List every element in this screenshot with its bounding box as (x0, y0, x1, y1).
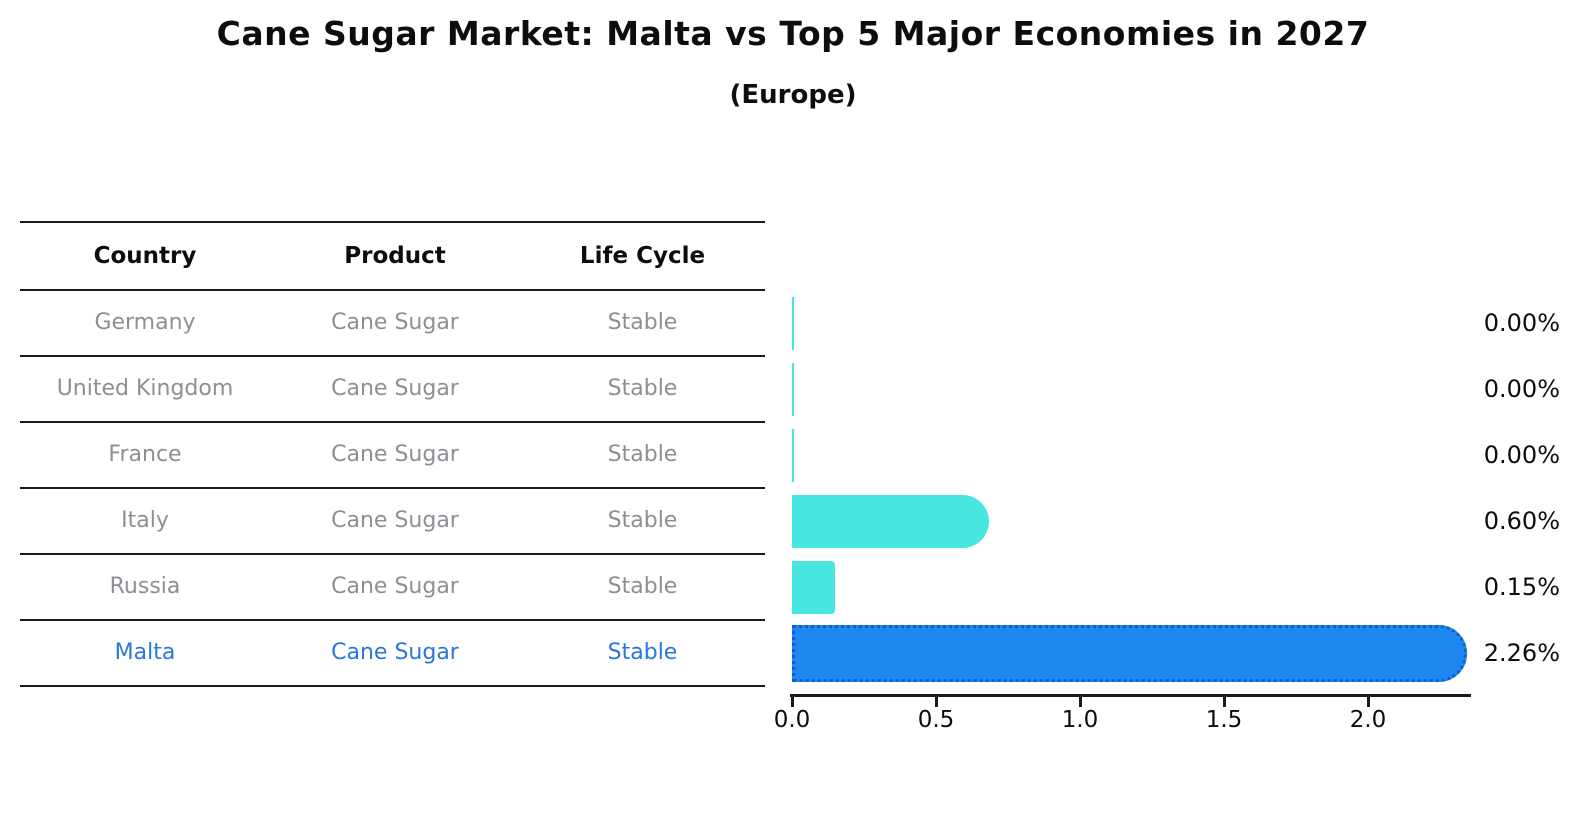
column-header-lifecycle: Life Cycle (579, 243, 706, 269)
bar-united-kingdom (792, 362, 794, 416)
table-rule (20, 487, 765, 489)
bar-value-label: 0.15% (1483, 573, 1560, 601)
chart-title: Cane Sugar Market: Malta vs Top 5 Major … (216, 14, 1370, 53)
x-tick-label: 0.5 (917, 707, 955, 733)
x-tick-mark (1223, 696, 1226, 707)
bar-france (792, 428, 794, 482)
bar-value-label: 0.00% (1483, 441, 1560, 469)
bar-value-label: 0.60% (1483, 507, 1560, 535)
table-cell-life-cycle: Stable (607, 376, 678, 401)
table-cell-product: Cane Sugar (331, 310, 459, 335)
table-cell-life-cycle: Stable (607, 574, 678, 599)
x-tick-label: 2.0 (1349, 707, 1387, 733)
table-cell-country: United Kingdom (56, 376, 234, 401)
table-cell-country: Malta (114, 640, 176, 665)
table-cell-product: Cane Sugar (331, 574, 459, 599)
table-cell-life-cycle: Stable (607, 310, 678, 335)
table-rule (20, 355, 765, 357)
table-cell-country: Russia (109, 574, 181, 599)
table-cell-product: Cane Sugar (331, 508, 459, 533)
table-cell-country: France (108, 442, 182, 467)
table-cell-product: Cane Sugar (331, 640, 459, 665)
table-rule (20, 421, 765, 423)
table-cell-life-cycle: Stable (607, 442, 678, 467)
x-tick-mark (791, 696, 794, 707)
x-tick-label: 0.0 (773, 707, 811, 733)
table-cell-life-cycle: Stable (607, 508, 678, 533)
x-axis-line (790, 694, 1471, 697)
x-tick-mark (1079, 696, 1082, 707)
column-header-country: Country (93, 243, 197, 269)
column-header-product: Product (344, 243, 446, 269)
table-cell-life-cycle: Stable (607, 640, 678, 665)
table-rule (20, 289, 765, 291)
bar-malta (792, 624, 1467, 682)
bar-value-label: 0.00% (1483, 375, 1560, 403)
bar-italy (792, 494, 989, 548)
bar-russia (792, 560, 836, 614)
table-cell-country: Italy (121, 508, 169, 533)
x-tick-mark (1367, 696, 1370, 707)
table-rule (20, 553, 765, 555)
table-cell-product: Cane Sugar (331, 376, 459, 401)
table-cell-country: Germany (94, 310, 196, 335)
bar-value-label: 2.26% (1483, 639, 1560, 667)
chart-subtitle: (Europe) (729, 80, 857, 110)
table-rule (20, 685, 765, 687)
x-tick-mark (935, 696, 938, 707)
x-tick-label: 1.5 (1205, 707, 1243, 733)
table-cell-product: Cane Sugar (331, 442, 459, 467)
table-rule (20, 221, 765, 223)
table-rule (20, 619, 765, 621)
bar-value-label: 0.00% (1483, 309, 1560, 337)
bar-germany (792, 296, 794, 350)
x-tick-label: 1.0 (1061, 707, 1099, 733)
